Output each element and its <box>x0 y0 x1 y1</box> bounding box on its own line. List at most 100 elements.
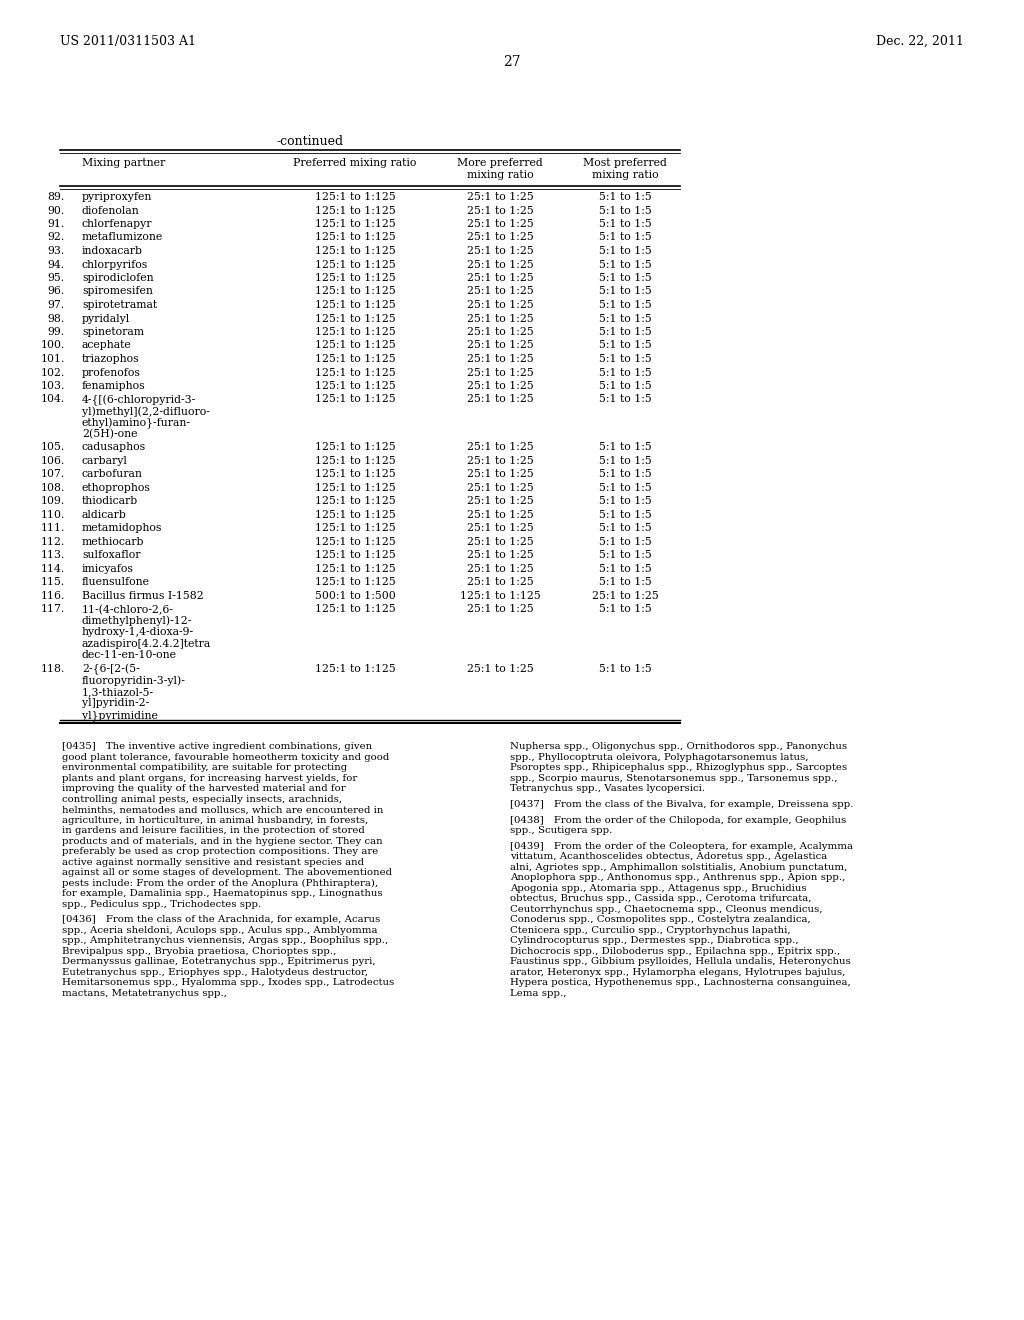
Text: spp., Phyllocoptruta oleivora, Polyphagotarsonemus latus,: spp., Phyllocoptruta oleivora, Polyphago… <box>510 752 809 762</box>
Text: 5:1 to 1:5: 5:1 to 1:5 <box>599 455 651 466</box>
Text: 105.: 105. <box>41 442 65 453</box>
Text: 5:1 to 1:5: 5:1 to 1:5 <box>599 664 651 673</box>
Text: Nuphersa spp., Oligonychus spp., Ornithodoros spp., Panonychus: Nuphersa spp., Oligonychus spp., Ornitho… <box>510 742 847 751</box>
Text: Hypera postica, Hypothenemus spp., Lachnosterna consanguinea,: Hypera postica, Hypothenemus spp., Lachn… <box>510 978 851 987</box>
Text: Cylindrocopturus spp., Dermestes spp., Diabrotica spp.,: Cylindrocopturus spp., Dermestes spp., D… <box>510 936 799 945</box>
Text: 117.: 117. <box>41 605 65 614</box>
Text: alni, Agriotes spp., Amphimallon solstitialis, Anobium punctatum,: alni, Agriotes spp., Amphimallon solstit… <box>510 863 848 873</box>
Text: 5:1 to 1:5: 5:1 to 1:5 <box>599 524 651 533</box>
Text: Ceutorrhynchus spp., Chaetocnema spp., Cleonus mendicus,: Ceutorrhynchus spp., Chaetocnema spp., C… <box>510 906 822 913</box>
Text: [0437] From the class of the Bivalva, for example, Dreissena spp.: [0437] From the class of the Bivalva, fo… <box>510 800 853 809</box>
Text: spp., Aceria sheldoni, Aculops spp., Aculus spp., Amblyomma: spp., Aceria sheldoni, Aculops spp., Acu… <box>62 925 378 935</box>
Text: arator, Heteronyx spp., Hylamorpha elegans, Hylotrupes bajulus,: arator, Heteronyx spp., Hylamorpha elega… <box>510 968 846 977</box>
Text: dec-11-en-10-one: dec-11-en-10-one <box>82 651 177 660</box>
Text: 25:1 to 1:25: 25:1 to 1:25 <box>467 470 534 479</box>
Text: Apogonia spp., Atomaria spp., Attagenus spp., Bruchidius: Apogonia spp., Atomaria spp., Attagenus … <box>510 884 807 892</box>
Text: 25:1 to 1:25: 25:1 to 1:25 <box>467 219 534 228</box>
Text: 125:1 to 1:125: 125:1 to 1:125 <box>314 246 395 256</box>
Text: helminths, nematodes and molluscs, which are encountered in: helminths, nematodes and molluscs, which… <box>62 805 383 814</box>
Text: 25:1 to 1:25: 25:1 to 1:25 <box>467 273 534 282</box>
Text: chlorpyrifos: chlorpyrifos <box>82 260 148 269</box>
Text: 25:1 to 1:25: 25:1 to 1:25 <box>467 483 534 492</box>
Text: 25:1 to 1:25: 25:1 to 1:25 <box>467 564 534 574</box>
Text: 94.: 94. <box>48 260 65 269</box>
Text: 25:1 to 1:25: 25:1 to 1:25 <box>467 395 534 404</box>
Text: 25:1 to 1:25: 25:1 to 1:25 <box>592 591 658 601</box>
Text: Psoroptes spp., Rhipicephalus spp., Rhizoglyphus spp., Sarcoptes: Psoroptes spp., Rhipicephalus spp., Rhiz… <box>510 763 847 772</box>
Text: -continued: -continued <box>276 135 344 148</box>
Text: 11-(4-chloro-2,6-: 11-(4-chloro-2,6- <box>82 605 174 615</box>
Text: 5:1 to 1:5: 5:1 to 1:5 <box>599 367 651 378</box>
Text: 114.: 114. <box>41 564 65 574</box>
Text: 125:1 to 1:125: 125:1 to 1:125 <box>314 286 395 297</box>
Text: environmental compatibility, are suitable for protecting: environmental compatibility, are suitabl… <box>62 763 347 772</box>
Text: 125:1 to 1:125: 125:1 to 1:125 <box>314 537 395 546</box>
Text: Anoplophora spp., Anthonomus spp., Anthrenus spp., Apion spp.,: Anoplophora spp., Anthonomus spp., Anthr… <box>510 874 846 883</box>
Text: 25:1 to 1:25: 25:1 to 1:25 <box>467 327 534 337</box>
Text: 1,3-thiazol-5-: 1,3-thiazol-5- <box>82 686 155 697</box>
Text: 125:1 to 1:125: 125:1 to 1:125 <box>314 367 395 378</box>
Text: 90.: 90. <box>48 206 65 215</box>
Text: spp., Scorpio maurus, Stenotarsonemus spp., Tarsonemus spp.,: spp., Scorpio maurus, Stenotarsonemus sp… <box>510 774 838 783</box>
Text: 98.: 98. <box>48 314 65 323</box>
Text: Bacillus firmus I-1582: Bacillus firmus I-1582 <box>82 591 204 601</box>
Text: Brevipalpus spp., Bryobia praetiosa, Chorioptes spp.,: Brevipalpus spp., Bryobia praetiosa, Cho… <box>62 946 336 956</box>
Text: dimethylphenyl)-12-: dimethylphenyl)-12- <box>82 616 193 627</box>
Text: Faustinus spp., Gibbium psylloides, Hellula undalis, Heteronychus: Faustinus spp., Gibbium psylloides, Hell… <box>510 957 851 966</box>
Text: Tetranychus spp., Vasates lycopersici.: Tetranychus spp., Vasates lycopersici. <box>510 784 706 793</box>
Text: 97.: 97. <box>48 300 65 310</box>
Text: profenofos: profenofos <box>82 367 141 378</box>
Text: 5:1 to 1:5: 5:1 to 1:5 <box>599 354 651 364</box>
Text: yl}pyrimidine: yl}pyrimidine <box>82 710 158 721</box>
Text: spirotetramat: spirotetramat <box>82 300 157 310</box>
Text: metaflumizone: metaflumizone <box>82 232 163 243</box>
Text: 5:1 to 1:5: 5:1 to 1:5 <box>599 577 651 587</box>
Text: [0439] From the order of the Coleoptera, for example, Acalymma: [0439] From the order of the Coleoptera,… <box>510 842 853 851</box>
Text: 125:1 to 1:125: 125:1 to 1:125 <box>314 496 395 507</box>
Text: 125:1 to 1:125: 125:1 to 1:125 <box>314 664 395 673</box>
Text: spp., Pediculus spp., Trichodectes spp.: spp., Pediculus spp., Trichodectes spp. <box>62 900 261 908</box>
Text: 5:1 to 1:5: 5:1 to 1:5 <box>599 395 651 404</box>
Text: 5:1 to 1:5: 5:1 to 1:5 <box>599 286 651 297</box>
Text: 115.: 115. <box>41 577 65 587</box>
Text: Dichocrocis spp., Diloboderus spp., Epilachna spp., Epitrix spp.,: Dichocrocis spp., Diloboderus spp., Epil… <box>510 946 841 956</box>
Text: 5:1 to 1:5: 5:1 to 1:5 <box>599 496 651 507</box>
Text: 93.: 93. <box>48 246 65 256</box>
Text: in gardens and leisure facilities, in the protection of stored: in gardens and leisure facilities, in th… <box>62 826 365 836</box>
Text: 125:1 to 1:125: 125:1 to 1:125 <box>314 550 395 561</box>
Text: Dermanyssus gallinae, Eotetranychus spp., Epitrimerus pyri,: Dermanyssus gallinae, Eotetranychus spp.… <box>62 957 376 966</box>
Text: 25:1 to 1:25: 25:1 to 1:25 <box>467 314 534 323</box>
Text: pyridalyl: pyridalyl <box>82 314 130 323</box>
Text: 125:1 to 1:125: 125:1 to 1:125 <box>314 327 395 337</box>
Text: 25:1 to 1:25: 25:1 to 1:25 <box>467 246 534 256</box>
Text: 25:1 to 1:25: 25:1 to 1:25 <box>467 550 534 561</box>
Text: sulfoxaflor: sulfoxaflor <box>82 550 140 561</box>
Text: Lema spp.,: Lema spp., <box>510 989 566 998</box>
Text: 91.: 91. <box>48 219 65 228</box>
Text: 113.: 113. <box>41 550 65 561</box>
Text: 5:1 to 1:5: 5:1 to 1:5 <box>599 246 651 256</box>
Text: Mixing partner: Mixing partner <box>82 158 165 168</box>
Text: 5:1 to 1:5: 5:1 to 1:5 <box>599 381 651 391</box>
Text: 5:1 to 1:5: 5:1 to 1:5 <box>599 273 651 282</box>
Text: hydroxy-1,4-dioxa-9-: hydroxy-1,4-dioxa-9- <box>82 627 195 638</box>
Text: 25:1 to 1:25: 25:1 to 1:25 <box>467 341 534 351</box>
Text: 104.: 104. <box>41 395 65 404</box>
Text: spp., Amphitetranychus viennensis, Argas spp., Boophilus spp.,: spp., Amphitetranychus viennensis, Argas… <box>62 936 388 945</box>
Text: 5:1 to 1:5: 5:1 to 1:5 <box>599 191 651 202</box>
Text: 125:1 to 1:125: 125:1 to 1:125 <box>314 524 395 533</box>
Text: spirodiclofen: spirodiclofen <box>82 273 154 282</box>
Text: 125:1 to 1:125: 125:1 to 1:125 <box>314 206 395 215</box>
Text: 5:1 to 1:5: 5:1 to 1:5 <box>599 314 651 323</box>
Text: Conoderus spp., Cosmopolites spp., Costelytra zealandica,: Conoderus spp., Cosmopolites spp., Coste… <box>510 916 811 924</box>
Text: 125:1 to 1:125: 125:1 to 1:125 <box>314 442 395 453</box>
Text: 106.: 106. <box>41 455 65 466</box>
Text: 125:1 to 1:125: 125:1 to 1:125 <box>314 341 395 351</box>
Text: US 2011/0311503 A1: US 2011/0311503 A1 <box>60 36 196 48</box>
Text: spinetoram: spinetoram <box>82 327 144 337</box>
Text: 92.: 92. <box>48 232 65 243</box>
Text: 25:1 to 1:25: 25:1 to 1:25 <box>467 206 534 215</box>
Text: 125:1 to 1:125: 125:1 to 1:125 <box>314 260 395 269</box>
Text: Eutetranychus spp., Eriophyes spp., Halotydeus destructor,: Eutetranychus spp., Eriophyes spp., Halo… <box>62 968 368 977</box>
Text: fenamiphos: fenamiphos <box>82 381 145 391</box>
